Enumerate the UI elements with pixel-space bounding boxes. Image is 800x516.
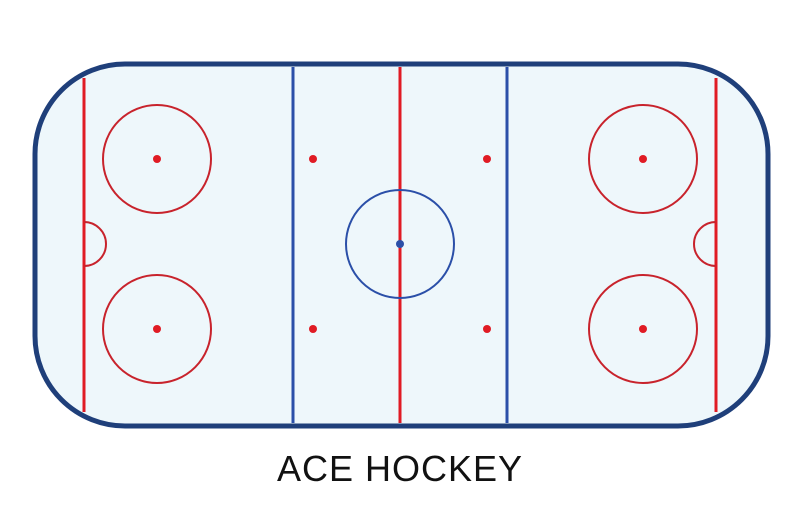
diagram-caption: ACE HOCKEY <box>276 448 524 489</box>
faceoff-circle-left-bottom <box>102 274 212 384</box>
faceoff-dot-left-top <box>153 155 161 163</box>
goal-crease-right <box>693 221 717 267</box>
center-faceoff-circle <box>345 189 455 299</box>
faceoff-dot-right-top <box>639 155 647 163</box>
center-faceoff-dot <box>396 240 404 248</box>
faceoff-dot-right-bottom <box>639 325 647 333</box>
neutral-dot-left-top <box>309 155 317 163</box>
neutral-dot-right-bottom <box>483 325 491 333</box>
faceoff-dot-left-bottom <box>153 325 161 333</box>
faceoff-circle-right-top <box>588 104 698 214</box>
faceoff-circle-left-top <box>102 104 212 214</box>
neutral-dot-right-top <box>483 155 491 163</box>
goal-crease-left <box>83 221 107 267</box>
neutral-dot-left-bottom <box>309 325 317 333</box>
faceoff-circle-right-bottom <box>588 274 698 384</box>
